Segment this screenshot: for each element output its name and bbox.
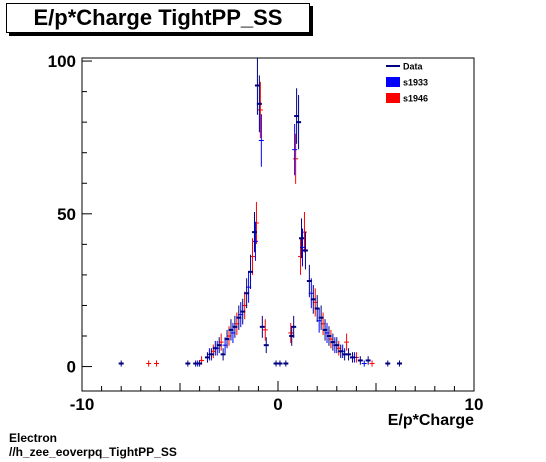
y-tick-label: 100 bbox=[48, 52, 76, 71]
x-tick-label: 10 bbox=[465, 395, 484, 414]
footer-histogram-path: //h_zee_eoverpq_TightPP_SS bbox=[9, 445, 177, 459]
y-tick-label: 50 bbox=[57, 205, 76, 224]
title-box: E/p*Charge TightPP_SS bbox=[6, 3, 310, 33]
chart-title: E/p*Charge TightPP_SS bbox=[33, 5, 283, 30]
x-tick-label: -10 bbox=[70, 395, 95, 414]
legend-marker-box bbox=[386, 77, 400, 87]
legend-label: s1946 bbox=[403, 94, 428, 104]
y-tick-label: 0 bbox=[67, 358, 76, 377]
legend-label: s1933 bbox=[403, 78, 428, 88]
x-tick-label: 0 bbox=[273, 395, 282, 414]
legend-marker-box bbox=[386, 93, 400, 103]
footer-label: Electron bbox=[9, 431, 58, 445]
legend-label: Data bbox=[403, 62, 424, 72]
x-axis-label: E/p*Charge bbox=[388, 412, 474, 429]
plot-frame bbox=[81, 57, 475, 392]
